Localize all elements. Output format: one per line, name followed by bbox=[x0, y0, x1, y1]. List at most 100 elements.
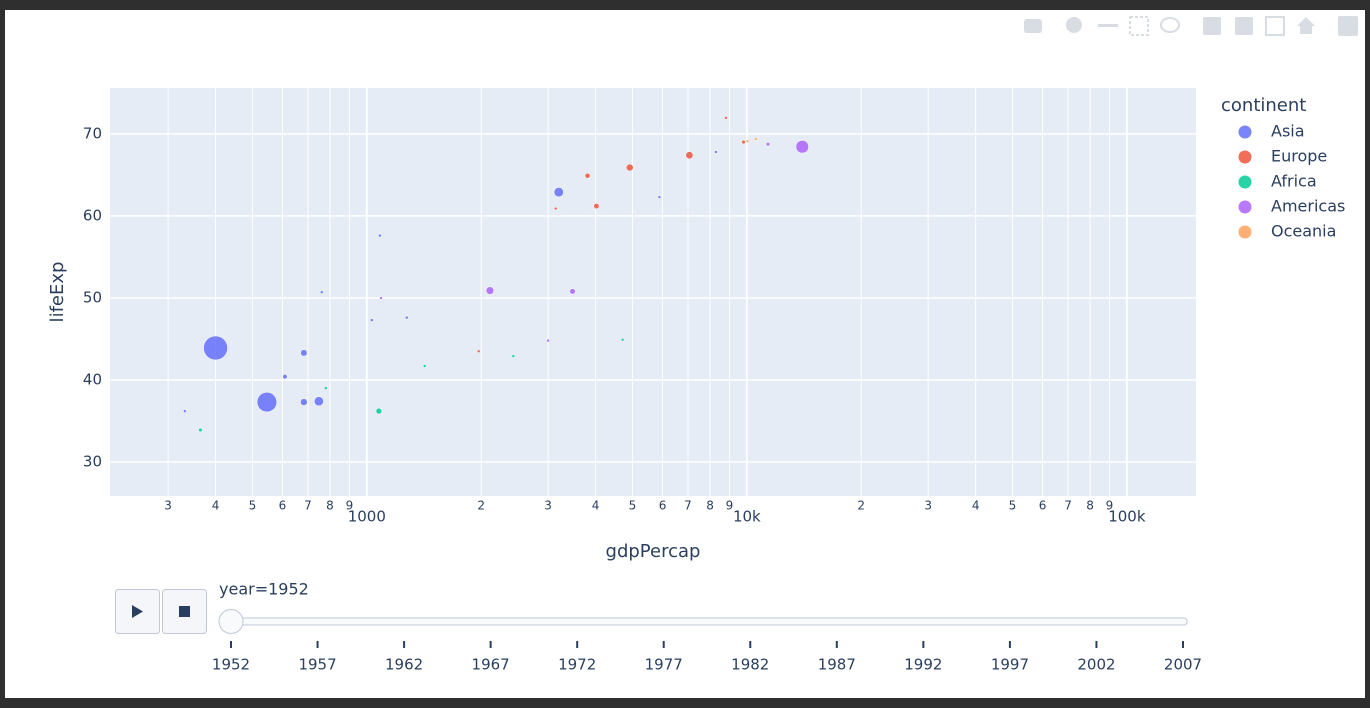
x-tick-label: 5 bbox=[249, 499, 257, 513]
legend-swatch[interactable] bbox=[1238, 200, 1252, 214]
zoom-in-icon[interactable] bbox=[1203, 17, 1221, 35]
x-tick-label: 7 bbox=[1064, 499, 1072, 513]
slider-step-label[interactable]: 2002 bbox=[1077, 656, 1115, 674]
y-tick-label: 60 bbox=[83, 206, 102, 224]
plotly-logo[interactable] bbox=[1338, 16, 1358, 36]
y-axis-label: lifeExp bbox=[47, 262, 68, 323]
slider-step-label[interactable]: 1962 bbox=[385, 656, 423, 674]
legend-label[interactable]: Asia bbox=[1271, 122, 1305, 141]
play-button[interactable] bbox=[115, 589, 160, 634]
x-tick-label: 9 bbox=[346, 499, 354, 513]
slider-steps: 1952 1957 1962 1967 1972 1977 1982 1987 1992 1997… bbox=[212, 641, 1202, 674]
marker bbox=[183, 409, 187, 413]
stop-icon[interactable] bbox=[179, 606, 190, 617]
marker bbox=[553, 206, 558, 211]
autoscale-icon[interactable] bbox=[1265, 16, 1285, 36]
x-tick-label: 7 bbox=[304, 499, 312, 513]
marker bbox=[422, 364, 427, 368]
box-select-icon[interactable] bbox=[1129, 16, 1149, 36]
slider-track[interactable] bbox=[220, 617, 1188, 626]
x-tick-label: 6 bbox=[659, 499, 667, 513]
legend-swatch[interactable] bbox=[1238, 225, 1252, 239]
legend-label[interactable]: Oceania bbox=[1271, 222, 1336, 241]
legend-swatch[interactable] bbox=[1238, 175, 1252, 189]
slider-step-label[interactable]: 2007 bbox=[1164, 656, 1202, 674]
marker bbox=[546, 338, 550, 343]
x-tick-label: 8 bbox=[1086, 499, 1094, 513]
marker bbox=[685, 151, 694, 160]
y-tick-label: 50 bbox=[83, 288, 102, 306]
x-tick-label: 4 bbox=[592, 499, 600, 513]
marker bbox=[203, 335, 228, 361]
slider-handle[interactable] bbox=[218, 609, 244, 634]
zoom-out-icon[interactable] bbox=[1235, 17, 1253, 35]
x-tick-label: 3 bbox=[924, 499, 932, 513]
legend-item[interactable]: Americas bbox=[1238, 197, 1346, 216]
play-icon[interactable] bbox=[132, 605, 143, 618]
stop-button[interactable] bbox=[162, 589, 207, 634]
marker bbox=[378, 233, 382, 238]
marker bbox=[593, 203, 600, 210]
marker bbox=[375, 407, 383, 415]
marker bbox=[300, 349, 308, 357]
pan-icon[interactable] bbox=[1098, 24, 1118, 27]
lasso-icon[interactable] bbox=[1160, 17, 1180, 33]
x-tick-label: 8 bbox=[706, 499, 714, 513]
marker bbox=[620, 338, 625, 342]
marker bbox=[300, 398, 308, 406]
marker bbox=[282, 374, 288, 380]
x-tick-label: 6 bbox=[1039, 499, 1047, 513]
marker bbox=[553, 187, 564, 198]
x-tick-label: 5 bbox=[1009, 499, 1017, 513]
slider-step-label[interactable]: 1982 bbox=[731, 656, 769, 674]
reset-icon[interactable] bbox=[1297, 17, 1315, 34]
x-tick-label: 4 bbox=[212, 499, 220, 513]
slider-step-label[interactable]: 1997 bbox=[991, 656, 1029, 674]
legend-item[interactable]: Oceania bbox=[1238, 222, 1337, 241]
marker bbox=[745, 139, 750, 143]
camera-icon[interactable] bbox=[1024, 19, 1042, 33]
marker bbox=[314, 396, 324, 407]
y-tick-label: 30 bbox=[83, 452, 102, 470]
marker bbox=[485, 286, 495, 295]
marker bbox=[511, 354, 516, 358]
legend-item[interactable]: Asia bbox=[1238, 122, 1305, 141]
slider-step-label[interactable]: 1987 bbox=[818, 656, 856, 674]
x-tick-label: 3 bbox=[164, 499, 172, 513]
slider-step-label[interactable]: 1967 bbox=[472, 656, 510, 674]
x-tick-label: 100k bbox=[1108, 508, 1146, 526]
x-tick-label: 5 bbox=[629, 499, 637, 513]
marker bbox=[795, 140, 809, 154]
marker bbox=[724, 116, 728, 120]
slider-step-label[interactable]: 1977 bbox=[645, 656, 683, 674]
marker bbox=[584, 172, 591, 179]
legend-swatch[interactable] bbox=[1238, 125, 1252, 139]
legend-label[interactable]: Africa bbox=[1271, 172, 1317, 191]
marker bbox=[476, 349, 481, 354]
marker bbox=[626, 163, 634, 172]
legend-swatch[interactable] bbox=[1238, 150, 1252, 164]
legend: Asia Europe Africa Americas Oceania bbox=[1238, 122, 1346, 241]
x-tick-label: 2 bbox=[857, 499, 865, 513]
marker bbox=[754, 137, 758, 141]
legend-item[interactable]: Africa bbox=[1238, 172, 1317, 191]
marker bbox=[765, 142, 771, 147]
zoom-icon[interactable] bbox=[1066, 17, 1082, 33]
marker bbox=[714, 150, 718, 154]
x-tick-label: 1000 bbox=[348, 508, 386, 526]
marker bbox=[370, 318, 374, 322]
grid bbox=[110, 88, 1196, 496]
marker bbox=[379, 296, 383, 300]
legend-label[interactable]: Americas bbox=[1271, 197, 1345, 216]
y-tick-label: 70 bbox=[83, 124, 102, 142]
slider-step-label[interactable]: 1972 bbox=[558, 656, 596, 674]
marker bbox=[569, 288, 576, 295]
x-tick-label: 3 bbox=[544, 499, 552, 513]
legend-label[interactable]: Europe bbox=[1271, 147, 1327, 166]
slider-step-label[interactable]: 1992 bbox=[904, 656, 942, 674]
slider-step-label[interactable]: 1957 bbox=[298, 656, 336, 674]
legend-item[interactable]: Europe bbox=[1238, 147, 1328, 166]
slider-step-label[interactable]: 1952 bbox=[212, 656, 250, 674]
x-axis-label: gdpPercap bbox=[606, 541, 701, 562]
